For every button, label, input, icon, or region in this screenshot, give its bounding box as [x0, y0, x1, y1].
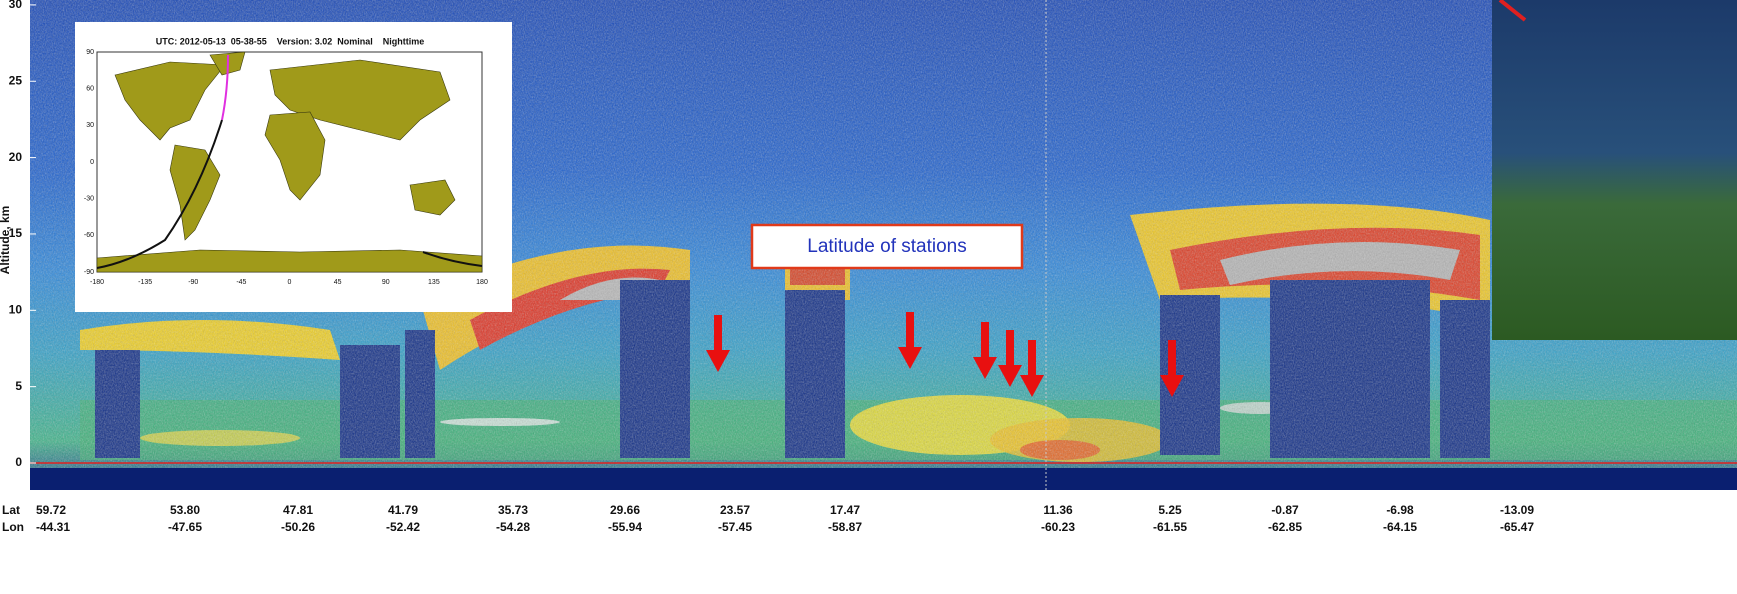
page: { "y_axis": {"label": "Altitude, km", "t…	[0, 0, 1737, 594]
lon-value: -54.28	[496, 520, 530, 534]
lat-value: -0.87	[1271, 503, 1299, 517]
lon-value: -61.55	[1153, 520, 1187, 534]
inset-lon-tick: -90	[188, 279, 198, 286]
lat-value: 29.66	[610, 503, 640, 517]
figure: Altitude, km051015202530LatLon59.72-44.3…	[0, 0, 1737, 594]
lat-value: 53.80	[170, 503, 200, 517]
lon-value: -47.65	[168, 520, 202, 534]
y-tick-label: 10	[9, 302, 23, 316]
y-tick-label: 25	[9, 73, 23, 87]
inset-lat-tick: -30	[84, 196, 94, 203]
lat-value: -6.98	[1386, 503, 1414, 517]
inset-lat-tick: -60	[84, 232, 94, 239]
lon-value: -58.87	[828, 520, 862, 534]
lat-value: 47.81	[283, 503, 313, 517]
inset-lat-tick: 0	[90, 159, 94, 166]
lon-value: -50.26	[281, 520, 315, 534]
inset-lat-tick: 30	[86, 122, 94, 129]
lon-value: -64.15	[1383, 520, 1417, 534]
lon-value: -57.45	[718, 520, 752, 534]
subsurface	[30, 468, 1737, 490]
inset-lon-tick: -180	[90, 279, 104, 286]
inset-lon-tick: 180	[476, 279, 488, 286]
lat-value: 5.25	[1158, 503, 1182, 517]
lat-value: 41.79	[388, 503, 418, 517]
lat-value: -13.09	[1500, 503, 1534, 517]
inset-lon-tick: 0	[288, 279, 292, 286]
y-tick-label: 20	[9, 150, 23, 164]
inset-lon-tick: 45	[334, 279, 342, 286]
lon-value: -62.85	[1268, 520, 1302, 534]
lon-label: Lon	[2, 520, 24, 534]
lat-label: Lat	[2, 503, 20, 517]
inset-lon-tick: 90	[382, 279, 390, 286]
inset-lat-tick: -90	[84, 269, 94, 276]
lat-value: 35.73	[498, 503, 528, 517]
y-tick-label: 30	[9, 0, 23, 11]
lon-value: -60.23	[1041, 520, 1075, 534]
lat-value: 17.47	[830, 503, 860, 517]
lon-value: -44.31	[36, 520, 70, 534]
y-tick-label: 5	[15, 379, 22, 393]
y-tick-label: 0	[15, 455, 22, 469]
lat-value: 23.57	[720, 503, 750, 517]
lon-value: -65.47	[1500, 520, 1534, 534]
inset-lon-tick: -45	[236, 279, 246, 286]
annotation-text: Latitude of stations	[807, 236, 967, 257]
satellite-image	[1492, 0, 1737, 340]
inset-lat-tick: 60	[86, 86, 94, 93]
inset-lon-tick: 135	[428, 279, 440, 286]
inset-lat-tick: 90	[86, 49, 94, 56]
lon-value: -52.42	[386, 520, 420, 534]
inset-lon-tick: -135	[138, 279, 152, 286]
y-tick-label: 15	[9, 226, 23, 240]
lon-value: -55.94	[608, 520, 642, 534]
lat-value: 59.72	[36, 503, 66, 517]
lat-value: 11.36	[1043, 503, 1073, 517]
inset-title: UTC: 2012-05-13 05-38-55 Version: 3.02 N…	[156, 36, 425, 46]
